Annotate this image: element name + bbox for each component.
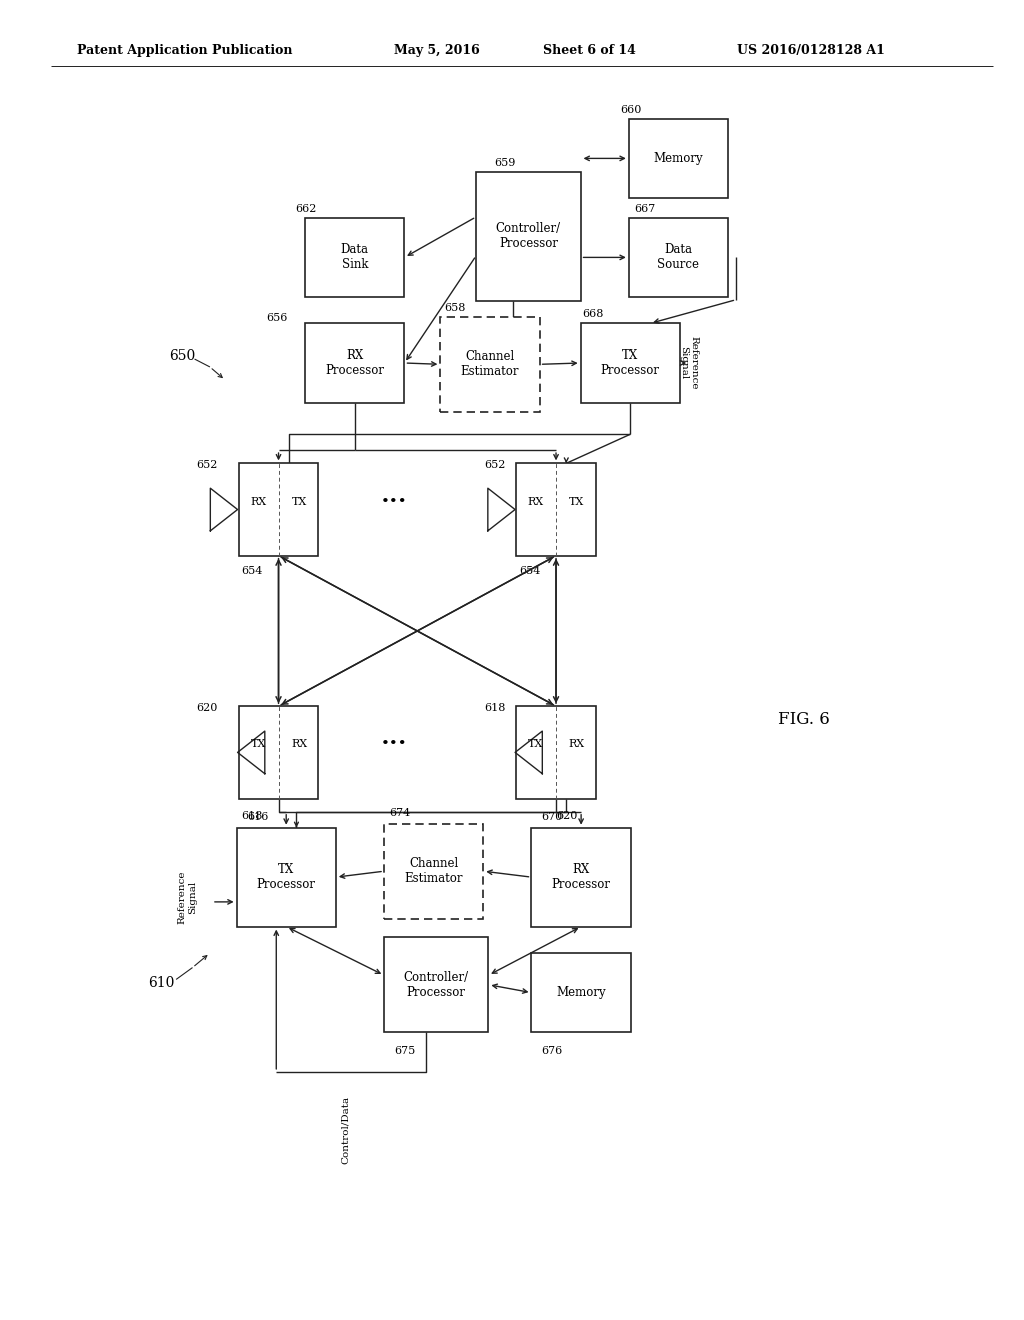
Bar — [531, 953, 631, 1032]
Text: 620: 620 — [556, 810, 578, 821]
Bar — [516, 463, 596, 556]
Bar — [629, 218, 728, 297]
Bar — [239, 706, 318, 799]
Text: 610: 610 — [148, 977, 175, 990]
Text: TX: TX — [569, 496, 584, 507]
Polygon shape — [210, 488, 238, 531]
Text: •••: ••• — [381, 495, 408, 508]
Text: RX: RX — [527, 496, 544, 507]
Bar — [237, 828, 336, 927]
Polygon shape — [238, 731, 265, 774]
Text: 656: 656 — [266, 313, 288, 323]
Bar — [305, 218, 404, 297]
Bar — [476, 172, 581, 301]
Text: FIG. 6: FIG. 6 — [778, 711, 829, 727]
Text: RX: RX — [291, 739, 307, 750]
Text: Data
Source: Data Source — [657, 243, 699, 272]
Text: •••: ••• — [381, 738, 408, 751]
Text: RX: RX — [250, 496, 266, 507]
Bar — [516, 706, 596, 799]
Bar — [581, 323, 680, 403]
Bar — [440, 317, 540, 412]
Text: TX: TX — [251, 739, 265, 750]
Text: Memory: Memory — [556, 986, 606, 999]
Text: Channel
Estimator: Channel Estimator — [461, 350, 519, 379]
Bar — [305, 323, 404, 403]
Text: 616: 616 — [247, 812, 268, 822]
Text: 662: 662 — [295, 203, 316, 214]
Text: Patent Application Publication: Patent Application Publication — [77, 44, 292, 57]
Bar — [531, 828, 631, 927]
Text: Data
Sink: Data Sink — [341, 243, 369, 272]
Text: 620: 620 — [197, 702, 218, 713]
Text: RX
Processor: RX Processor — [326, 348, 384, 378]
Text: Channel
Estimator: Channel Estimator — [404, 857, 463, 886]
Text: Sheet 6 of 14: Sheet 6 of 14 — [543, 44, 636, 57]
Text: 675: 675 — [394, 1045, 416, 1056]
Text: Control/Data: Control/Data — [341, 1096, 349, 1164]
Text: 658: 658 — [444, 302, 466, 313]
Text: RX
Processor: RX Processor — [552, 863, 610, 891]
Text: 667: 667 — [634, 203, 655, 214]
Text: TX
Processor: TX Processor — [601, 348, 659, 378]
Text: 660: 660 — [621, 104, 642, 115]
Text: 670: 670 — [542, 812, 563, 822]
Text: May 5, 2016: May 5, 2016 — [394, 44, 480, 57]
Bar — [384, 937, 488, 1032]
Text: 654: 654 — [242, 565, 263, 576]
Text: Reference
Signal: Reference Signal — [680, 337, 698, 389]
Text: Memory: Memory — [653, 152, 703, 165]
Text: 650: 650 — [169, 350, 196, 363]
Bar — [629, 119, 728, 198]
Text: 668: 668 — [583, 309, 604, 319]
Text: TX: TX — [528, 739, 543, 750]
Bar — [239, 463, 318, 556]
Text: Controller/
Processor: Controller/ Processor — [403, 970, 469, 999]
Text: RX: RX — [568, 739, 585, 750]
Text: TX: TX — [292, 496, 306, 507]
Text: 676: 676 — [542, 1045, 563, 1056]
Polygon shape — [515, 731, 543, 774]
Text: 618: 618 — [484, 702, 506, 713]
Polygon shape — [487, 488, 515, 531]
Text: TX
Processor: TX Processor — [257, 863, 315, 891]
Text: 618: 618 — [242, 810, 263, 821]
Text: Controller/
Processor: Controller/ Processor — [496, 222, 561, 251]
Bar — [384, 824, 483, 919]
Text: 654: 654 — [519, 565, 541, 576]
Text: 659: 659 — [495, 157, 516, 168]
Text: US 2016/0128128 A1: US 2016/0128128 A1 — [737, 44, 885, 57]
Text: Reference
Signal: Reference Signal — [178, 870, 197, 924]
Text: 674: 674 — [389, 808, 411, 818]
Text: 652: 652 — [484, 459, 506, 470]
Text: 652: 652 — [197, 459, 218, 470]
